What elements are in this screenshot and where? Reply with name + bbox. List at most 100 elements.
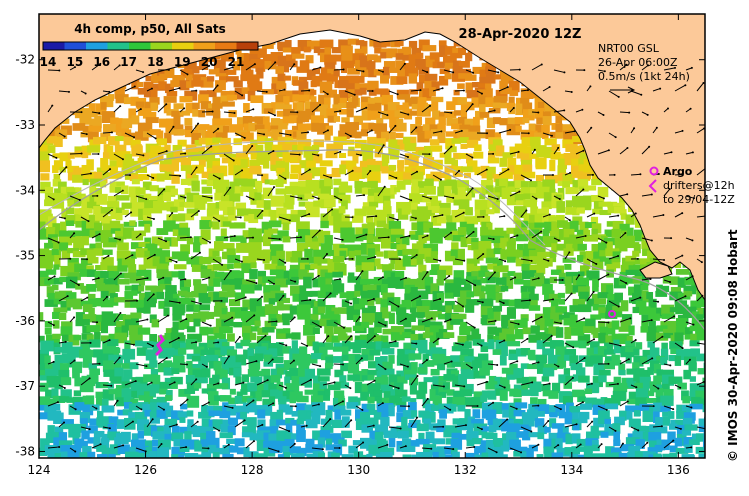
sst-patch (207, 437, 220, 449)
current-vector (443, 275, 450, 281)
sst-patch (192, 102, 200, 109)
sst-patch (296, 395, 309, 403)
current-vector (212, 85, 218, 92)
current-vector (102, 209, 113, 218)
sst-patch (506, 241, 516, 253)
sst-patch (101, 447, 113, 458)
sst-patch (271, 234, 283, 242)
sst-patch (53, 412, 64, 424)
sst-patch (51, 388, 59, 398)
current-vector (674, 255, 683, 260)
current-vector (575, 317, 585, 323)
sst-patch (410, 234, 420, 240)
sst-patch (396, 412, 406, 423)
sst-patch (562, 173, 575, 185)
sst-patch (402, 454, 412, 458)
sst-patch (416, 305, 430, 318)
sst-patch (632, 362, 640, 372)
sst-patch (297, 39, 312, 52)
current-vector (498, 258, 506, 262)
current-vector (58, 295, 68, 302)
sst-patch (44, 242, 54, 249)
sst-patch (439, 391, 447, 398)
current-vector (608, 90, 619, 98)
sst-patch (695, 433, 705, 442)
current-vector-head (211, 110, 214, 113)
sst-patch (235, 202, 247, 210)
sst-patch (333, 136, 347, 145)
sst-patch (159, 388, 168, 395)
sst-patch (86, 325, 100, 333)
sst-patch (114, 171, 123, 177)
current-vector (91, 63, 101, 71)
sst-patch (431, 405, 441, 412)
sst-patch (614, 292, 623, 303)
sst-patch (499, 341, 508, 349)
sst-patch (523, 213, 532, 225)
sst-patch (324, 131, 331, 141)
sst-patch (368, 201, 379, 208)
sst-patch (129, 277, 141, 284)
sst-patch (544, 102, 553, 114)
sst-patch (514, 117, 525, 125)
sst-patch (472, 258, 480, 264)
sst-patch (52, 311, 61, 320)
sst-patch (59, 166, 67, 173)
sst-patch (479, 76, 487, 87)
sst-patch (221, 272, 234, 281)
sst-patch (81, 228, 94, 238)
current-vector (223, 111, 235, 114)
sst-patch (450, 52, 463, 59)
sst-patch (502, 384, 511, 392)
sst-patch (422, 398, 431, 409)
sst-patch (439, 409, 447, 419)
sst-patch (354, 131, 362, 139)
current-vector-head (240, 260, 243, 263)
current-vector-head (284, 177, 287, 180)
current-vector (388, 125, 396, 134)
sst-patch (310, 353, 323, 360)
sst-patch (432, 395, 442, 407)
current-vector (377, 186, 386, 197)
sst-patch (39, 312, 44, 322)
sst-patch (564, 354, 574, 361)
sst-patch (191, 132, 202, 145)
current-vector-head (306, 344, 309, 347)
sst-patch (93, 430, 105, 438)
current-vector (355, 194, 365, 197)
sst-patch (108, 136, 120, 146)
sst-patch (569, 305, 582, 312)
sst-patch (648, 320, 656, 328)
sst-patch (521, 318, 528, 328)
sst-patch (542, 348, 554, 356)
sst-patch (541, 333, 553, 342)
sst-patch (354, 180, 363, 189)
sst-patch (530, 145, 539, 151)
current-vector (47, 105, 53, 113)
sst-patch (354, 354, 364, 362)
sst-patch (131, 290, 138, 296)
current-vector (586, 213, 595, 218)
sst-patch (569, 405, 581, 413)
sst-patch (159, 73, 168, 80)
sst-patch (219, 326, 233, 334)
sst-patch (395, 132, 404, 139)
sst-patch (577, 178, 589, 189)
sst-patch (157, 277, 171, 290)
sst-patch (207, 391, 219, 400)
current-vector-head (441, 87, 444, 90)
sst-patch (54, 188, 67, 196)
sst-patch (396, 76, 408, 85)
sst-patch (620, 300, 629, 312)
sst-patch (366, 61, 376, 73)
sst-patch (221, 52, 234, 62)
sst-patch (192, 66, 200, 74)
sst-patch (199, 377, 208, 384)
sst-patch (361, 122, 374, 130)
current-vector-head (589, 85, 592, 88)
sst-patch (212, 125, 226, 138)
sst-patch (661, 439, 670, 451)
sst-patch (67, 451, 81, 458)
sst-patch (458, 374, 467, 385)
sst-patch (149, 402, 160, 413)
